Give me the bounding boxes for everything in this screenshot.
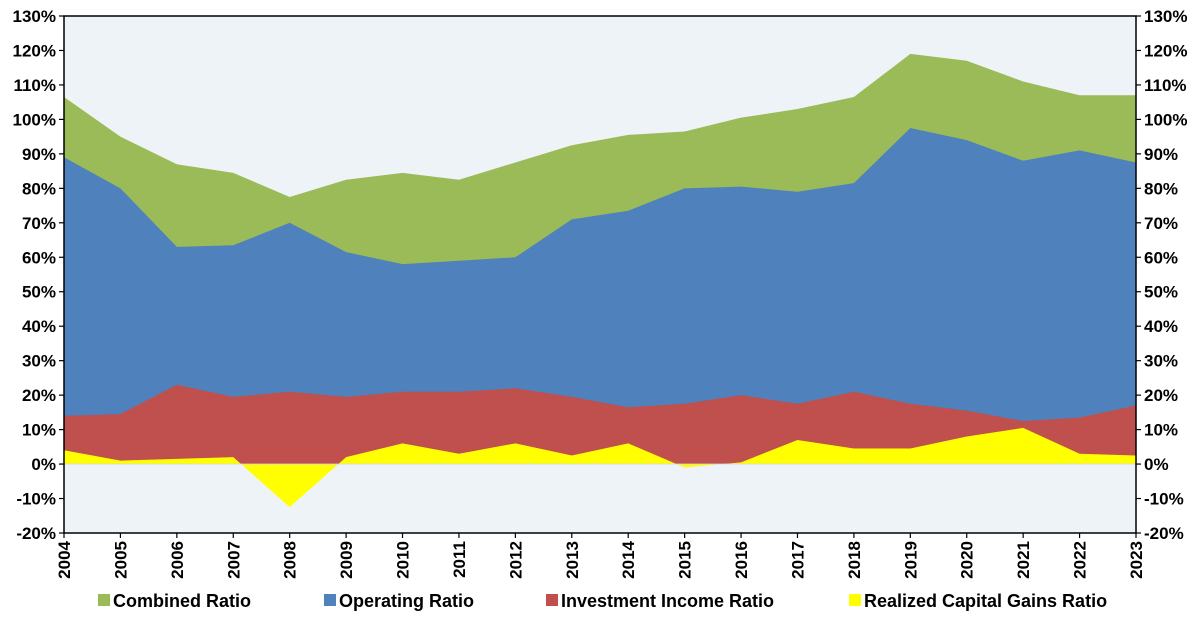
y2-tick-label: 40% — [1144, 317, 1178, 336]
x-tick-label: 2017 — [788, 541, 807, 579]
x-tick-label: 2023 — [1127, 541, 1146, 579]
x-tick-label: 2018 — [845, 541, 864, 579]
x-tick-label: 2008 — [281, 541, 300, 579]
area-operating-ratio — [64, 128, 1136, 465]
x-tick-label: 2021 — [1014, 541, 1033, 579]
y2-tick-label: -20% — [1144, 524, 1184, 543]
x-tick-label: 2015 — [676, 541, 695, 579]
x-axis: 2004 2005 2006 2007 2008 2009 2010 2011 2012 2013… — [55, 533, 1146, 579]
y-tick-label: 0% — [31, 455, 56, 474]
x-tick-label: 2013 — [563, 541, 582, 579]
y-tick-label: 10% — [22, 421, 56, 440]
y2-tick-label: 70% — [1144, 214, 1178, 233]
y2-tick-label: 0% — [1144, 455, 1169, 474]
y2-tick-label: 30% — [1144, 352, 1178, 371]
y2-tick-label: -10% — [1144, 490, 1184, 509]
x-tick-label: 2007 — [224, 541, 243, 579]
x-tick-label: 2019 — [901, 541, 920, 579]
y-tick-label: 120% — [13, 41, 56, 60]
y-tick-label: 100% — [13, 110, 56, 129]
legend-swatch — [98, 594, 110, 606]
legend-swatch — [849, 594, 861, 606]
x-tick-label: 2010 — [394, 541, 413, 579]
y-tick-label: 90% — [22, 145, 56, 164]
y2-tick-label: 20% — [1144, 386, 1178, 405]
series-areas — [64, 53, 1136, 508]
left-y-axis: -20% -10% 0% 10% 20% 30% 40% 50% 60% 70% 80% 90% 100… — [13, 7, 64, 543]
legend-swatch — [324, 594, 336, 606]
legend: Combined Ratio Operating Ratio Investment … — [98, 591, 1107, 611]
y2-tick-label: 50% — [1144, 283, 1178, 302]
area-realized-capital-gains-ratio — [64, 427, 1136, 508]
legend-label: Operating Ratio — [339, 591, 474, 611]
legend-item-investment-income-ratio: Investment Income Ratio — [546, 591, 774, 611]
y2-tick-label: 120% — [1144, 41, 1187, 60]
y-tick-label: 130% — [13, 7, 56, 26]
legend-item-operating-ratio: Operating Ratio — [324, 591, 474, 611]
y-tick-label: 20% — [22, 386, 56, 405]
x-tick-label: 2009 — [337, 541, 356, 579]
y2-tick-label: 60% — [1144, 248, 1178, 267]
y-tick-label: 60% — [22, 248, 56, 267]
y-tick-label: 30% — [22, 352, 56, 371]
x-tick-label: 2014 — [619, 540, 638, 578]
x-tick-label: 2022 — [1071, 541, 1090, 579]
y-tick-label: 50% — [22, 283, 56, 302]
x-tick-label: 2011 — [450, 541, 469, 578]
legend-item-combined-ratio: Combined Ratio — [98, 591, 251, 611]
plot-frame — [63, 15, 1137, 534]
x-tick-label: 2006 — [168, 541, 187, 579]
right-y-axis: -20% -10% 0% 10% 20% 30% 40% 50% 60% 70% 80% 90% 100… — [1136, 7, 1187, 543]
legend-label: Combined Ratio — [113, 591, 251, 611]
x-tick-label: 2020 — [958, 541, 977, 579]
y2-tick-label: 110% — [1144, 76, 1187, 95]
x-tick-label: 2004 — [55, 540, 74, 578]
y-tick-label: 80% — [22, 179, 56, 198]
legend-swatch — [546, 594, 558, 606]
legend-label: Investment Income Ratio — [561, 591, 774, 611]
legend-label: Realized Capital Gains Ratio — [864, 591, 1107, 611]
y-tick-label: 40% — [22, 317, 56, 336]
area-investment-income-ratio — [64, 384, 1136, 465]
legend-item-realized-capital-gains-ratio: Realized Capital Gains Ratio — [849, 591, 1107, 611]
y-tick-label: 70% — [22, 214, 56, 233]
y-tick-label: -10% — [16, 490, 56, 509]
y-tick-label: 110% — [13, 76, 56, 95]
y2-tick-label: 100% — [1144, 110, 1187, 129]
y2-tick-label: 90% — [1144, 145, 1178, 164]
y2-tick-label: 10% — [1144, 421, 1178, 440]
x-tick-label: 2016 — [732, 541, 751, 579]
y-tick-label: -20% — [16, 524, 56, 543]
y2-tick-label: 80% — [1144, 179, 1178, 198]
y2-tick-label: 130% — [1144, 7, 1187, 26]
x-tick-label: 2005 — [111, 541, 130, 579]
x-tick-label: 2012 — [506, 541, 525, 579]
